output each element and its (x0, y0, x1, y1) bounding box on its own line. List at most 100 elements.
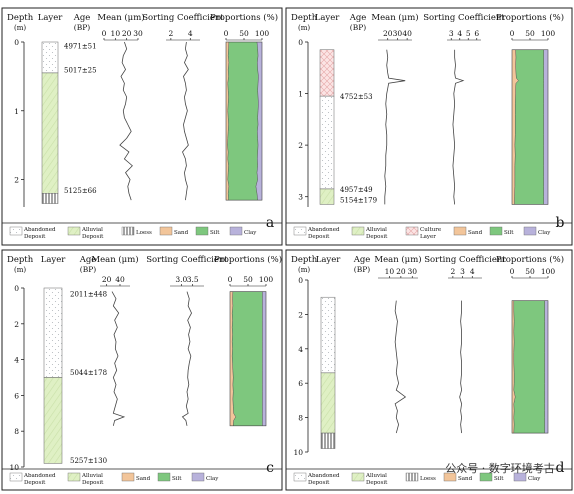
age-label: 5017±25 (64, 67, 97, 75)
depth-tick-label: 1 (14, 107, 19, 116)
proportions-header: Proportions (%) (496, 12, 564, 23)
mean-tick-label: 30 (408, 267, 418, 276)
proportions-plot (511, 300, 549, 434)
proportions-tick-label: 0 (510, 29, 515, 38)
depth-unit: (m) (14, 266, 26, 274)
mean-line (111, 291, 126, 426)
mean-header: Mean (μm) (91, 254, 138, 265)
legend-swatch-abandoned (293, 226, 307, 236)
proportions-tick-label: 50 (525, 29, 535, 38)
depth-tick-label: 8 (298, 414, 303, 423)
layer-abandoned (41, 41, 59, 74)
sorting-tick-label: 3 (460, 267, 465, 276)
layer-header: Layer (41, 255, 67, 265)
silt-area (230, 291, 263, 426)
mean-tick-label: 30 (133, 29, 143, 38)
legend-label-sand: Sand (136, 476, 151, 482)
sand-boundary (231, 291, 237, 426)
layer-abandoned (319, 95, 335, 190)
legend-label-clay: Clay (538, 230, 551, 236)
sorting-header: Sorting Coefficient (142, 13, 224, 23)
legend-label-alluvial-2: Deposit (82, 234, 104, 240)
legend-label-silt: Silt (494, 476, 504, 482)
panel-b: Depth(m) Layer Age(BP) Mean (μm) Sorting Coe… (285, 7, 573, 246)
proportions-tick-label: 100 (541, 267, 556, 276)
age-label: 4971±51 (64, 42, 97, 50)
depth-tick-label: 10 (9, 463, 19, 472)
depth-tick-label: 2 (298, 141, 303, 150)
sorting-tick-label: 6 (474, 29, 479, 38)
sorting-line (182, 41, 189, 201)
sorting-tick-label: 3.5 (187, 275, 199, 284)
proportions-tick-label: 50 (239, 29, 249, 38)
depth-header: Depth (7, 255, 34, 265)
legend-swatch-alluvial (351, 226, 365, 236)
age-unit: (BP) (80, 265, 96, 274)
watermark: 公众号 · 数字环境考古 (445, 461, 555, 475)
depth-tick-label: 10 (293, 448, 303, 457)
legend-label-abandoned: Abandoned (23, 473, 56, 479)
legend-label-culture-2: Layer (420, 234, 436, 240)
depth-tick-label: 2 (298, 310, 303, 319)
legend-label-sand: Sand (468, 230, 483, 236)
proportions-tick-label: 0 (510, 267, 515, 276)
proportions-frame (511, 49, 549, 205)
legend-swatch-loess (121, 226, 135, 236)
legend-swatch-alluvial (67, 472, 81, 482)
proportions-header: Proportions (%) (496, 254, 564, 265)
legend-swatch-alluvial (67, 226, 81, 236)
mean-line (119, 41, 133, 201)
sorting-header: Sorting Coefficient (423, 13, 505, 23)
mean-tick-label: 20 (102, 275, 112, 284)
age-unit: (BP) (74, 23, 90, 32)
depth-header: Depth (7, 13, 34, 23)
sorting-tick-label: 4 (470, 267, 475, 276)
legend-swatch-clay (191, 472, 205, 482)
proportions-tick-label: 50 (243, 275, 253, 284)
legend-swatch-loess (405, 472, 419, 482)
panel-letter: d (556, 460, 565, 476)
panel-c: Depth(m) Layer Age(BP)Mean (μm) Sorting Coe… (1, 249, 283, 491)
legend-label-silt: Silt (504, 230, 514, 236)
mean-line (384, 49, 406, 205)
sand-boundary (513, 300, 516, 434)
proportions-tick-label: 0 (224, 29, 229, 38)
age-header: Age (349, 13, 367, 23)
legend-label-culture: Culture (420, 227, 441, 233)
legend-swatch-sand (443, 472, 457, 482)
mean-header: Mean (μm) (97, 12, 144, 23)
lithology-column (43, 287, 63, 464)
silt-area (226, 42, 259, 201)
layer-culture (319, 49, 335, 97)
lithology-column (41, 41, 59, 204)
proportions-tick-label: 100 (255, 29, 270, 38)
sorting-tick-label: 4 (457, 29, 462, 38)
legend-label-sand: Sand (458, 476, 473, 482)
depth-tick-label: 1 (298, 90, 303, 99)
legend-label-abandoned-2: Deposit (308, 234, 330, 240)
legend-swatch-clay (513, 472, 527, 482)
layer-alluvial (41, 72, 59, 194)
depth-header: Depth (291, 13, 318, 23)
mean-tick-label: 10 (385, 267, 395, 276)
legend-label-abandoned-2: Deposit (24, 234, 46, 240)
depth-tick-label: 0 (298, 38, 303, 47)
legend-swatch-sand (159, 226, 173, 236)
silt-area (512, 49, 544, 205)
legend-swatch-clay (229, 226, 243, 236)
mean-tick-label: 10 (111, 29, 121, 38)
age-label: 5044±178 (70, 369, 107, 377)
legend-label-alluvial-2: Deposit (366, 234, 388, 240)
sand-area (226, 42, 229, 201)
proportions-header: Proportions (%) (214, 254, 282, 265)
clay-boundary (255, 41, 259, 201)
depth-tick-label: 4 (14, 356, 19, 365)
depth-tick-label: 0 (14, 38, 19, 47)
legend-swatch-abandoned (9, 226, 23, 236)
age-label: 5154±179 (340, 196, 377, 204)
layer-loess (320, 432, 336, 449)
legend-label-loess: Loess (420, 476, 436, 482)
